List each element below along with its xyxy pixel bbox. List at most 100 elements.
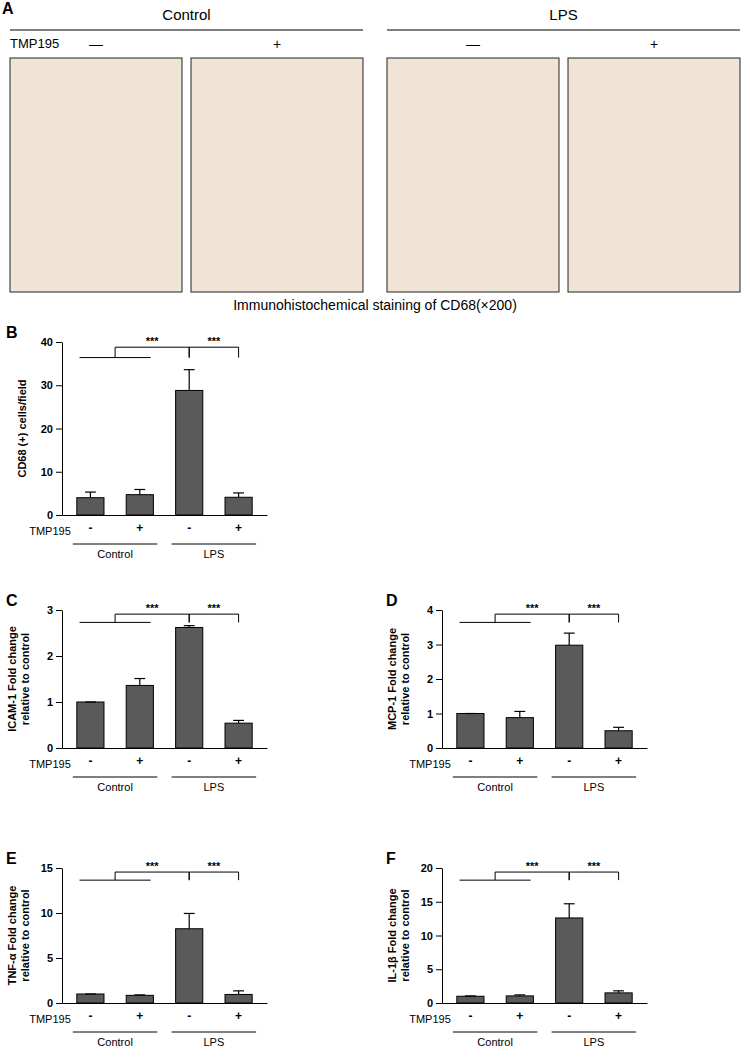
y-tick: 10 <box>41 466 62 478</box>
group-line <box>10 30 363 31</box>
row-label: TMP195 <box>29 758 71 770</box>
bar <box>506 996 533 1003</box>
bar <box>457 996 484 1003</box>
x-tick: - <box>468 748 472 768</box>
x-axis: -+-+ <box>63 1003 268 1023</box>
x-tick-label: + <box>235 521 242 535</box>
micrograph <box>387 58 559 292</box>
y-tick-label: 10 <box>421 930 433 942</box>
x-tick-label: + <box>516 754 523 768</box>
significance-label: *** <box>207 860 221 872</box>
error-bar <box>134 994 145 995</box>
y-tick-label: 10 <box>41 466 53 478</box>
error-bar-cap <box>184 369 195 370</box>
x-axis: - + - + <box>443 748 648 768</box>
y-axis-title: TNF-α Fold changerelative to control <box>6 886 31 986</box>
x-axis-line <box>443 1003 648 1004</box>
y-axis-title-line: relative to control <box>399 633 411 725</box>
significance-label: *** <box>587 860 601 872</box>
x-axis-line <box>63 515 268 516</box>
error-bar <box>514 995 525 996</box>
group-label: Control <box>97 1036 132 1048</box>
x-tick: - <box>468 1003 472 1023</box>
panel-letter: F <box>386 850 396 867</box>
y-axis-title: CD68 (+) cells/field <box>16 379 28 477</box>
x-tick: - <box>88 515 92 535</box>
y-axis-title: IL-1β Fold changerelative to control <box>386 888 411 982</box>
panel-letter: B <box>6 324 18 341</box>
panel-letter: A <box>2 0 14 17</box>
y-tick-mark <box>56 702 62 703</box>
y-tick-label: 3 <box>47 604 53 616</box>
group-line <box>172 777 257 778</box>
chart-panel: ETNF-α Fold changerelative to control051… <box>6 850 268 1048</box>
x-tick: + <box>516 748 523 768</box>
y-tick-label: 0 <box>47 997 53 1009</box>
micrograph <box>191 58 363 292</box>
significance-label: *** <box>207 335 221 347</box>
y-tick-mark <box>436 902 442 903</box>
error-bar-cap <box>233 990 244 991</box>
y-tick-mark <box>436 610 442 611</box>
x-tick: - <box>187 1003 191 1023</box>
significance-label: *** <box>146 335 160 347</box>
y-tick-mark <box>56 429 62 430</box>
error-bar-stem <box>189 913 190 928</box>
y-tick-mark <box>436 714 442 715</box>
y-axis-line <box>442 611 443 749</box>
y-tick-label: 10 <box>41 907 53 919</box>
y-axis-title-line: MCP-1 Fold change <box>386 628 398 730</box>
x-tick-label: - <box>187 1009 191 1023</box>
x-tick-label: + <box>615 754 622 768</box>
y-tick-label: 1 <box>47 696 53 708</box>
figure: AControlLPSTMP195—+—+Immunohistochemical… <box>0 0 750 1064</box>
x-tick: - <box>567 1003 571 1023</box>
treatment-label: — <box>89 36 103 52</box>
x-tick-label: - <box>88 1009 92 1023</box>
y-axis: 051015 <box>41 862 63 1009</box>
error-bar-cap <box>233 720 244 721</box>
row-label: TMP195 <box>409 1013 451 1025</box>
x-tick-label: + <box>136 754 143 768</box>
x-tick-label: - <box>567 754 571 768</box>
group-line <box>387 30 740 31</box>
y-tick-label: 15 <box>421 896 433 908</box>
significance-bracket <box>569 614 618 622</box>
y-tick: 5 <box>47 952 62 964</box>
y-tick: 10 <box>41 907 62 919</box>
error-bar-cap <box>613 727 624 728</box>
error-bar-cap <box>184 913 195 914</box>
chart-panel: DMCP-1 Fold changerelative to control012… <box>386 592 648 793</box>
error-bar-cap <box>85 701 96 702</box>
y-tick-label: 30 <box>41 379 53 391</box>
y-axis: 010203040 <box>41 336 63 521</box>
y-tick-mark <box>56 610 62 611</box>
plot-area <box>457 633 632 748</box>
y-tick-mark <box>436 969 442 970</box>
x-tick-label: - <box>187 521 191 535</box>
error-bar <box>514 711 525 717</box>
bar <box>77 498 104 515</box>
y-tick-mark <box>56 913 62 914</box>
y-axis-title-line: ICAM-1 Fold change <box>6 626 18 732</box>
significance-label: *** <box>526 602 540 614</box>
treatment-label: + <box>273 36 281 52</box>
group-line <box>453 777 538 778</box>
y-tick-label: 0 <box>47 509 53 521</box>
x-tick: + <box>235 515 242 535</box>
error-bar-stem <box>189 370 190 391</box>
x-tick-label: - <box>468 754 472 768</box>
micrograph <box>10 58 182 292</box>
error-bar <box>184 370 195 391</box>
error-bar <box>233 493 244 497</box>
panel-letter: D <box>386 592 398 609</box>
error-bar <box>233 720 244 723</box>
y-axis: 05101520 <box>421 862 443 1009</box>
y-tick-mark <box>436 679 442 680</box>
y-tick: 0 <box>47 997 62 1009</box>
x-tick: + <box>136 748 143 768</box>
x-tick: - <box>187 515 191 535</box>
significance-bracket <box>189 614 238 622</box>
y-axis-title-line: relative to control <box>19 633 31 725</box>
x-tick: + <box>516 1003 523 1023</box>
